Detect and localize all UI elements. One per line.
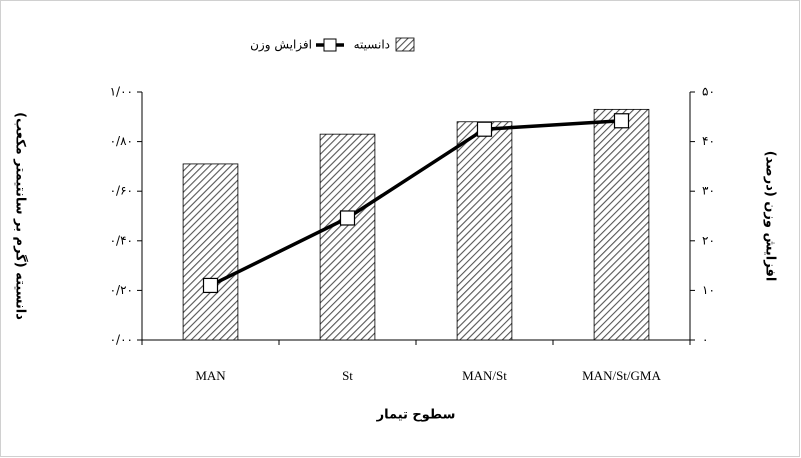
legend-swatch — [395, 37, 415, 52]
marker — [613, 113, 630, 129]
x-tick-label: St — [342, 368, 353, 383]
marker — [339, 210, 356, 226]
bar — [593, 108, 650, 341]
legend-marker — [323, 38, 337, 52]
y-tick-label: ۰/۶۰ — [110, 184, 133, 198]
bar — [182, 163, 239, 341]
y2-tick-label: ۲۰ — [702, 233, 715, 247]
y-tick-label: ۰/۸۰ — [110, 134, 133, 148]
y2-tick-label: ۵۰ — [702, 85, 715, 99]
x-axis-title: سطوح تیمار — [376, 408, 456, 423]
legend-label: افزایش وزن — [250, 38, 312, 53]
x-tick-label: MAN/St/GMA — [582, 368, 661, 383]
y-tick-label: ۱/۰۰ — [110, 85, 133, 99]
y2-tick-label: ۱۰ — [702, 283, 715, 297]
line — [209, 119, 622, 288]
y2-tick-label: ۰ — [702, 333, 708, 347]
x-tick-label: MAN/St — [462, 368, 507, 383]
x-tick-label: MAN — [195, 368, 226, 383]
legend-label: دانسیته — [354, 38, 390, 52]
marker — [476, 121, 493, 137]
y-tick-label: ۰/۲۰ — [110, 283, 133, 297]
bar — [456, 121, 513, 341]
marker — [202, 277, 219, 294]
y-tick-label: ۰/۰۰ — [110, 333, 133, 347]
y2-tick-label: ۳۰ — [702, 184, 715, 198]
y2-axis-title: افزایش وزن (درصد) — [763, 151, 778, 282]
y-tick-label: ۰/۴۰ — [110, 233, 133, 247]
y-axis-title: دانسیته (گرم بر سانتیمتر مکعب) — [13, 112, 29, 320]
y2-tick-label: ۴۰ — [702, 134, 715, 148]
bar — [319, 133, 376, 341]
